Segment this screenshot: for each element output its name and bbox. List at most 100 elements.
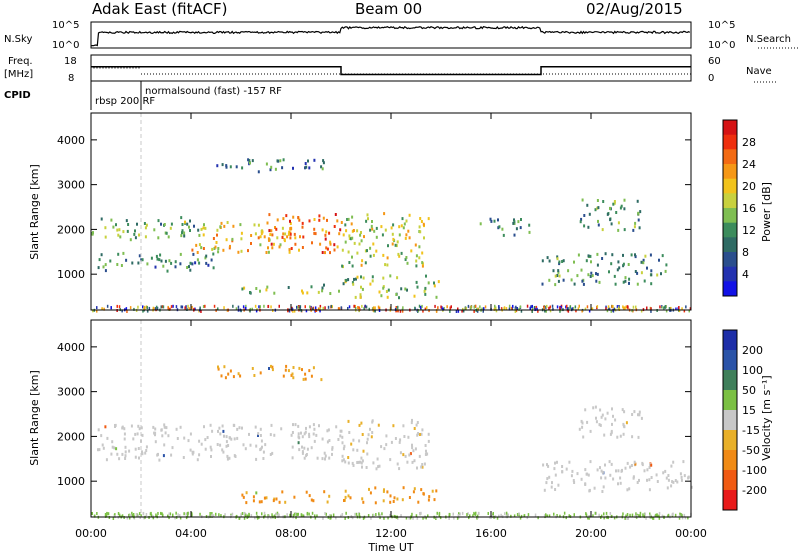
power-cell: [443, 307, 445, 310]
power-region-3: [341, 212, 430, 269]
power-cell: [167, 306, 169, 310]
power-cell: [157, 236, 160, 240]
power-cell: [363, 307, 365, 311]
power-cell: [597, 206, 600, 210]
velocity-cell: [548, 475, 551, 479]
velocity-cell: [559, 514, 561, 518]
velocity-cell: [227, 444, 230, 447]
power-cell: [146, 306, 148, 310]
velocity-cell: [312, 366, 315, 370]
power-cell: [267, 246, 269, 250]
power-cell: [545, 305, 547, 309]
power-cell: [383, 212, 386, 216]
velocity-cell: [209, 423, 212, 427]
power-cell: [415, 264, 418, 268]
power-colorbar-swatch: [723, 178, 737, 194]
velocity-cell: [656, 513, 658, 517]
power-cell: [610, 262, 613, 266]
power-cell: [386, 295, 389, 299]
power-cell: [307, 159, 309, 163]
power-cell: [549, 309, 552, 313]
velocity-cell: [252, 499, 255, 503]
velocity-cell: [273, 433, 276, 437]
power-cell: [278, 245, 281, 249]
power-cell: [146, 262, 149, 266]
velocity-cell: [646, 478, 648, 482]
power-cell: [274, 167, 277, 171]
power-cell: [327, 305, 330, 309]
power-cell: [401, 309, 404, 313]
power-cell: [351, 255, 353, 259]
power-cell: [396, 240, 399, 244]
velocity-cell: [239, 374, 242, 378]
velocity-cell: [329, 516, 331, 520]
velocity-cell: [472, 514, 474, 518]
velocity-cell: [523, 514, 526, 518]
velocity-cell: [638, 478, 640, 482]
power-cell: [204, 256, 207, 260]
velocity-cell: [378, 514, 380, 518]
power-cell: [220, 221, 223, 225]
velocity-cell: [352, 448, 355, 452]
velocity-cell: [402, 486, 405, 490]
velocity-cell: [111, 445, 114, 449]
velocity-cell: [326, 500, 329, 504]
velocity-cell: [327, 428, 330, 432]
velocity-cell: [413, 487, 416, 491]
power-cell: [634, 221, 637, 225]
power-cell: [301, 221, 304, 225]
power-cell: [181, 223, 184, 226]
power-cell: [419, 230, 422, 234]
velocity-cell: [412, 449, 415, 453]
velocity-cell: [175, 511, 177, 515]
power-cell: [322, 161, 325, 165]
power-cell: [205, 254, 208, 258]
power-cell: [117, 233, 120, 237]
power-cell: [250, 242, 252, 245]
velocity-cell: [328, 456, 331, 460]
velocity-cell: [306, 512, 309, 516]
velocity-cell: [504, 512, 506, 516]
velocity-cell: [407, 435, 410, 439]
power-cell: [324, 251, 326, 255]
velocity-region-0: [97, 423, 343, 462]
velocity-cell: [272, 499, 275, 503]
velocity-cell: [598, 423, 601, 427]
power-cell: [153, 307, 155, 311]
power-cell: [607, 305, 610, 309]
velocity-cell: [637, 435, 640, 439]
velocity-cell: [308, 369, 311, 373]
velocity-colorbar-swatch: [723, 390, 737, 411]
power-cell: [371, 227, 374, 231]
power-cell: [284, 232, 287, 236]
velocity-cell: [341, 441, 344, 445]
velocity-cell: [123, 437, 126, 441]
power-cell: [513, 222, 516, 225]
power-cell: [685, 305, 687, 309]
velocity-cell: [308, 494, 311, 498]
power-cell: [616, 305, 619, 309]
power-cell: [329, 292, 332, 295]
velocity-cell: [351, 516, 354, 520]
velocity-cell: [652, 516, 654, 520]
velocity-ylabel: Slant Range [km]: [28, 370, 41, 466]
velocity-cell: [163, 425, 166, 429]
power-cell: [401, 217, 404, 221]
velocity-cell: [604, 476, 607, 480]
velocity-cell: [466, 513, 468, 517]
velocity-cell: [383, 447, 386, 451]
velocity-cell: [152, 425, 155, 429]
power-cell: [391, 242, 394, 246]
power-cell: [245, 306, 247, 310]
power-cell: [143, 307, 145, 310]
power-colorbar-tick: 16: [742, 202, 756, 215]
power-cell: [595, 279, 598, 283]
x-tick-label: 12:00: [375, 527, 407, 540]
velocity-colorbar-swatch: [723, 450, 737, 471]
power-cell: [556, 257, 559, 261]
power-cell: [192, 252, 195, 256]
power-cell: [231, 237, 234, 241]
velocity-cell: [554, 488, 557, 491]
power-cell: [632, 309, 634, 313]
power-cell: [223, 224, 226, 228]
